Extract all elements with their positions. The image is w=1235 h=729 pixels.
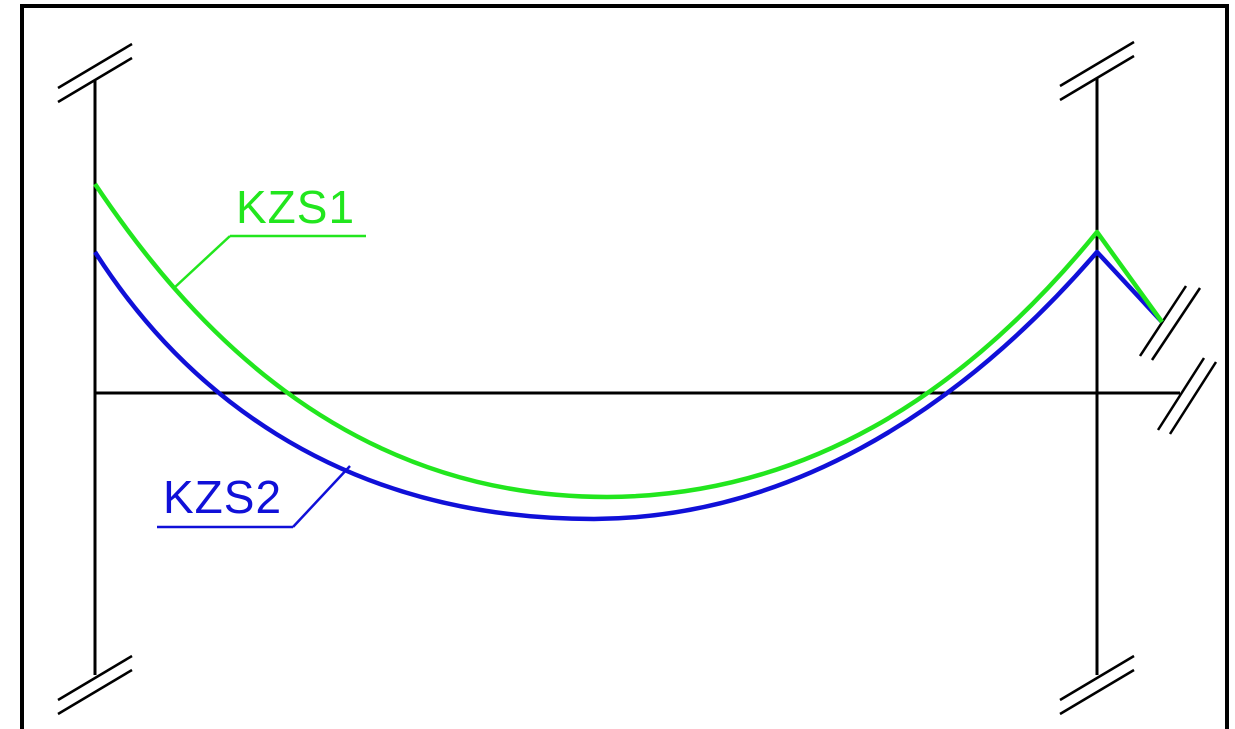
break-symbol-right-bottom	[1059, 654, 1135, 716]
kzs1-curve	[93, 182, 1164, 500]
kzs1-label: KZS1	[236, 181, 355, 233]
break-symbol-left-top	[57, 42, 133, 104]
break-symbol-diagonal	[1138, 285, 1202, 361]
kzs1-leader	[173, 234, 366, 289]
break-symbol-right-top	[1059, 40, 1135, 102]
outer-frame	[20, 4, 1229, 729]
break-symbols	[57, 40, 1218, 716]
structure-lines	[93, 78, 1180, 675]
break-symbol-left-bottom	[57, 654, 133, 716]
kzs2-label: KZS2	[163, 471, 282, 523]
kzs2-leader	[157, 465, 351, 529]
kzs2-curve	[93, 249, 1164, 522]
break-symbol-baseline-end	[1156, 357, 1218, 435]
